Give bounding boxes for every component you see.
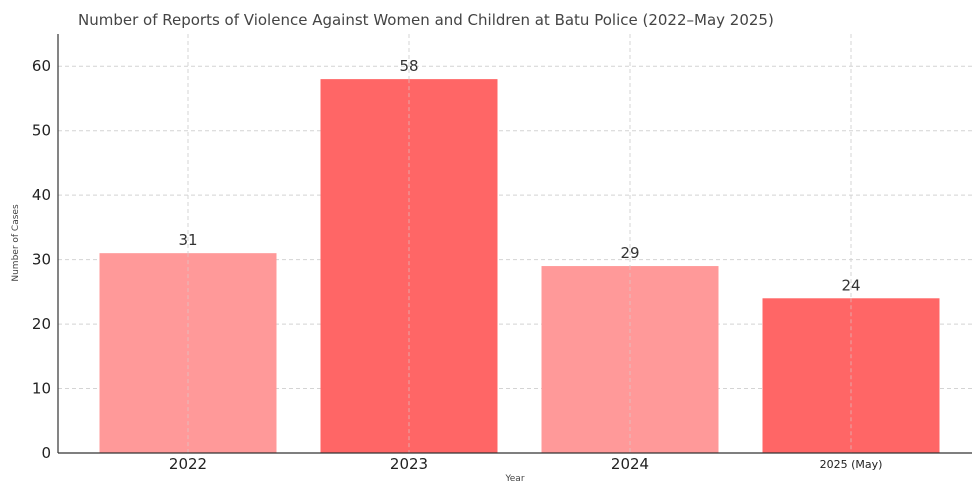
- y-tick-label: 0: [41, 444, 51, 462]
- grid-lines: [58, 34, 972, 453]
- x-tick-label: 2024: [611, 455, 649, 473]
- y-tick-label: 30: [32, 251, 51, 269]
- x-tick-label: 2023: [390, 455, 428, 473]
- y-tick-label: 20: [32, 315, 51, 333]
- data-label: 24: [841, 276, 860, 294]
- data-label: 31: [178, 231, 197, 249]
- chart-title: Number of Reports of Violence Against Wo…: [78, 11, 774, 29]
- data-label: 29: [620, 244, 639, 262]
- y-tick-label: 10: [32, 380, 51, 398]
- x-tick-label: 2025 (May): [820, 458, 883, 471]
- y-tick-label: 40: [32, 186, 51, 204]
- x-tick-label: 2022: [169, 455, 207, 473]
- axes: [57, 34, 972, 454]
- y-tick-label: 60: [32, 57, 51, 75]
- y-tick-labels: 0 10 20 30 40 50 60: [32, 57, 51, 462]
- x-axis-label: Year: [504, 474, 524, 483]
- data-label: 58: [399, 57, 418, 75]
- y-tick-label: 50: [32, 122, 51, 140]
- data-labels: 31 58 29 24: [178, 57, 860, 294]
- x-tick-labels: 2022 2023 2024 2025 (May): [169, 455, 883, 473]
- bars: [99, 79, 940, 453]
- y-axis-label: Number of Cases: [11, 204, 21, 282]
